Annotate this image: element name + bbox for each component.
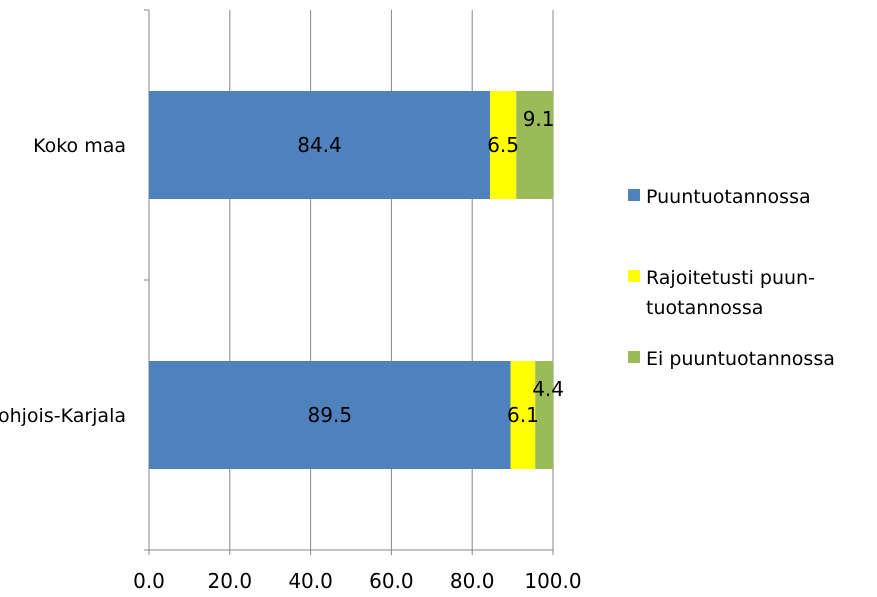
x-tick-labels: 0.0 20.0 40.0 60.0 80.0 100.0 [133, 569, 582, 593]
x-tick-label: 20.0 [208, 569, 253, 593]
legend-swatch [628, 351, 640, 363]
category-labels: Koko maa Pohjois-Karjala [0, 135, 126, 427]
data-label: 84.4 [297, 133, 342, 157]
x-tick-label: 0.0 [133, 569, 165, 593]
legend-swatch [628, 270, 640, 282]
data-label: 6.5 [487, 133, 519, 157]
bar-segment [149, 361, 511, 469]
data-label: 9.1 [523, 107, 555, 131]
legend-label: Rajoitetusti puun- [646, 267, 815, 289]
x-tick-label: 40.0 [288, 569, 333, 593]
bar-segment [535, 361, 553, 469]
category-label: Pohjois-Karjala [0, 405, 126, 427]
data-label: 6.1 [507, 403, 539, 427]
category-label: Koko maa [33, 135, 126, 157]
bar-segment [516, 91, 553, 199]
legend-swatch [628, 189, 640, 201]
bars [149, 91, 553, 469]
bar-segment [510, 361, 536, 469]
data-label: 89.5 [308, 403, 353, 427]
x-tick-label: 100.0 [524, 569, 581, 593]
data-labels: 84.4 6.59.1 89.5 6.14.4 [297, 107, 564, 427]
bar-segment [489, 91, 517, 199]
legend: Puuntuotannossa Rajoitetusti puun-tuotann… [628, 186, 835, 370]
data-label: 4.4 [532, 377, 564, 401]
x-tick-label: 60.0 [369, 569, 414, 593]
x-tick-label: 80.0 [450, 569, 495, 593]
bar-segment [149, 91, 490, 199]
legend-label: tuotannossa [646, 297, 763, 319]
legend-label: Puuntuotannossa [646, 186, 811, 208]
legend-label: Ei puuntuotannossa [646, 348, 835, 370]
